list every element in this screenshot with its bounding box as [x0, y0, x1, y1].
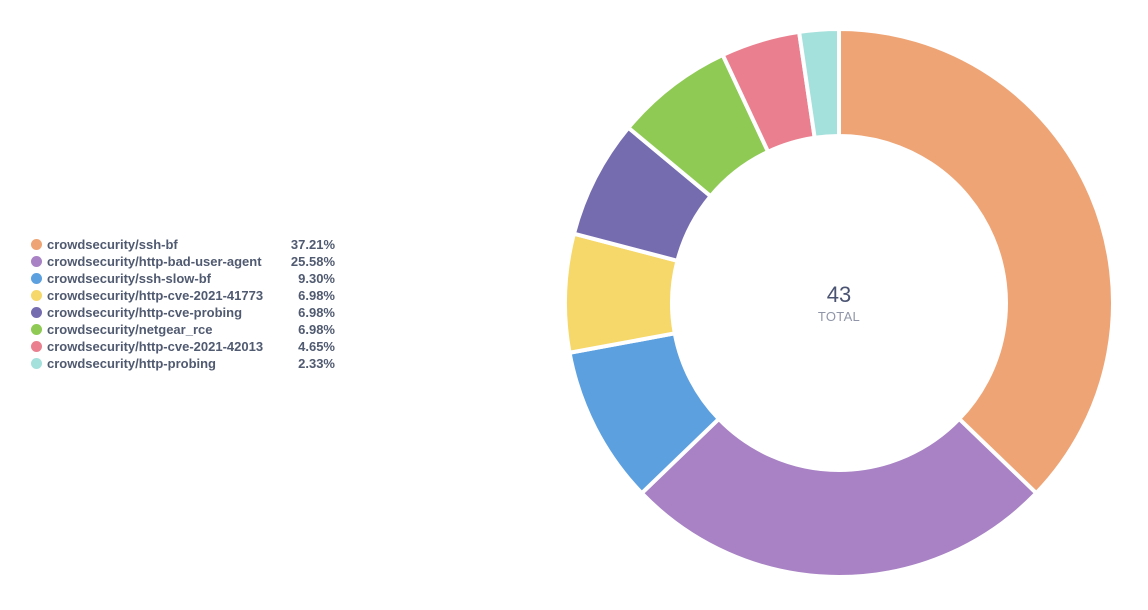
legend-item[interactable]: crowdsecurity/http-cve-2021-42013 4.65% — [31, 338, 335, 355]
legend-swatch — [31, 307, 42, 318]
legend-label: crowdsecurity/http-cve-probing — [47, 305, 243, 320]
legend-percent: 25.58% — [290, 254, 335, 269]
donut-slice[interactable] — [837, 26, 1115, 497]
legend-swatch — [31, 358, 42, 369]
legend-item[interactable]: crowdsecurity/ssh-bf 37.21% — [31, 236, 335, 253]
total-value: 43 — [827, 282, 851, 307]
legend-percent: 2.33% — [298, 356, 335, 371]
legend-label: crowdsecurity/http-cve-2021-41773 — [47, 288, 264, 303]
legend-percent: 6.98% — [298, 322, 335, 337]
legend-percent: 37.21% — [290, 237, 335, 252]
legend-swatch — [31, 256, 42, 267]
legend-percent: 4.65% — [298, 339, 335, 354]
legend-item[interactable]: crowdsecurity/http-probing 2.33% — [31, 355, 335, 372]
legend-label: crowdsecurity/http-cve-2021-42013 — [47, 339, 264, 354]
legend-label: crowdsecurity/ssh-slow-bf — [47, 271, 211, 286]
legend-swatch — [31, 341, 42, 352]
legend-percent: 6.98% — [298, 288, 335, 303]
donut-slice[interactable] — [638, 416, 1040, 579]
donut-slices — [563, 26, 1115, 579]
legend-label: crowdsecurity/ssh-bf — [47, 237, 178, 252]
legend-swatch — [31, 239, 42, 250]
legend-swatch — [31, 324, 42, 335]
legend-item[interactable]: crowdsecurity/http-bad-user-agent 25.58% — [31, 253, 335, 270]
legend-swatch — [31, 273, 42, 284]
legend-label: crowdsecurity/http-bad-user-agent — [47, 254, 262, 269]
legend-item[interactable]: crowdsecurity/netgear_rce 6.98% — [31, 321, 335, 338]
legend-item[interactable]: crowdsecurity/http-cve-2021-41773 6.98% — [31, 287, 335, 304]
chart-legend: crowdsecurity/ssh-bf 37.21% crowdsecurity/… — [31, 236, 335, 372]
total-label: TOTAL — [818, 309, 860, 324]
legend-item[interactable]: crowdsecurity/http-cve-probing 6.98% — [31, 304, 335, 321]
legend-percent: 6.98% — [298, 305, 335, 320]
legend-swatch — [31, 290, 42, 301]
donut-slice[interactable] — [796, 26, 841, 141]
legend-label: crowdsecurity/http-probing — [47, 356, 216, 371]
legend-label: crowdsecurity/netgear_rce — [47, 322, 213, 337]
legend-percent: 9.30% — [298, 271, 335, 286]
legend-item[interactable]: crowdsecurity/ssh-slow-bf 9.30% — [31, 270, 335, 287]
